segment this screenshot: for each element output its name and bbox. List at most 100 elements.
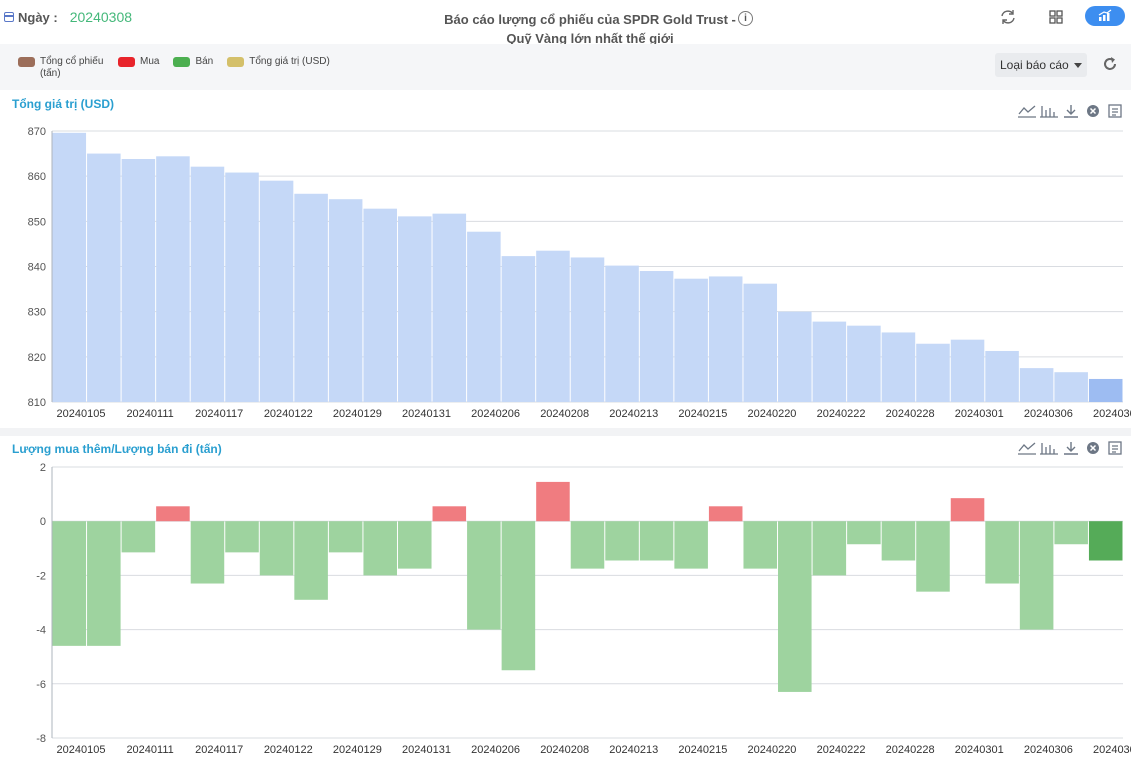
legend-label: Tổng cổ phiếu (tấn)	[40, 56, 104, 79]
legend-swatch	[118, 57, 135, 67]
chart-view-toggle[interactable]	[1085, 6, 1125, 26]
x-tick-label: 20240220	[747, 408, 796, 420]
bar	[328, 521, 363, 553]
bar-chart-icon[interactable]	[1038, 103, 1060, 119]
bar	[501, 256, 536, 402]
bar	[87, 521, 121, 646]
x-tick-label: 20240215	[678, 408, 727, 420]
bar	[605, 521, 639, 561]
legend-item-total-value[interactable]: Tổng giá trị (USD)	[227, 56, 330, 80]
date-picker[interactable]: Ngày : 20240308	[4, 9, 132, 25]
y-tick-label: 830	[28, 307, 46, 319]
bar	[708, 276, 743, 402]
chart-icon	[1098, 9, 1112, 21]
bar	[812, 521, 847, 576]
close-icon[interactable]	[1082, 103, 1104, 119]
bar	[536, 481, 570, 522]
bar	[259, 180, 294, 402]
y-tick-label: -2	[36, 570, 46, 582]
x-tick-label: 20240220	[747, 744, 796, 756]
chart-toolbox	[1016, 440, 1126, 456]
x-tick-label: 20240131	[402, 408, 451, 420]
legend-item-buy[interactable]: Mua	[118, 56, 159, 80]
x-tick-label: 20240222	[817, 408, 866, 420]
bar	[363, 208, 397, 402]
bar	[121, 521, 156, 553]
data-view-icon[interactable]	[1104, 440, 1126, 456]
bar	[1088, 521, 1123, 561]
line-chart-icon[interactable]	[1016, 440, 1038, 456]
chart-title: Tổng giá trị (USD)	[12, 97, 114, 111]
x-tick-label: 20240206	[471, 408, 520, 420]
download-icon[interactable]	[1060, 103, 1082, 119]
x-tick-label: 20240301	[955, 408, 1004, 420]
x-tick-label: 20240129	[333, 408, 382, 420]
bar	[363, 521, 397, 576]
line-chart-icon[interactable]	[1016, 103, 1038, 119]
y-tick-label: -4	[36, 625, 46, 637]
data-view-icon[interactable]	[1104, 103, 1126, 119]
reload-icon[interactable]	[1101, 55, 1119, 73]
date-label: Ngày :	[18, 9, 58, 25]
bar-chart-icon[interactable]	[1038, 440, 1060, 456]
bar	[985, 521, 1019, 584]
legend-swatch	[227, 57, 245, 67]
info-icon[interactable]: i	[738, 11, 753, 26]
legend-label: Mua	[140, 56, 160, 67]
legend-item-sell[interactable]: Bán	[173, 56, 213, 80]
bar	[467, 521, 501, 630]
bar	[950, 339, 985, 402]
grid-icon[interactable]	[1045, 7, 1067, 27]
legend-swatch	[173, 57, 191, 67]
x-tick-label: 20240206	[471, 744, 520, 756]
legend-label: Bán	[195, 56, 214, 67]
x-tick-label: 20240111	[126, 744, 173, 756]
x-tick-label: 20240308	[1093, 408, 1131, 420]
report-type-dropdown[interactable]: Loại báo cáo	[995, 53, 1087, 77]
y-tick-label: -6	[36, 679, 46, 691]
x-tick-label: 20240301	[955, 744, 1004, 756]
header: Ngày : 20240308 Báo cáo lượng cổ phiếu c…	[0, 0, 1131, 46]
x-tick-label: 20240306	[1024, 744, 1073, 756]
y-tick-label: 2	[40, 462, 46, 474]
refresh-icon[interactable]	[997, 7, 1019, 27]
chart-title: Lượng mua thêm/Lượng bán đi (tấn)	[12, 442, 222, 456]
y-tick-label: 850	[28, 216, 46, 228]
y-tick-label: 840	[28, 262, 46, 274]
x-tick-label: 20240208	[540, 744, 589, 756]
bar	[1019, 368, 1054, 402]
legend-swatch	[18, 57, 35, 67]
legend-toolbar: Tổng cổ phiếu (tấn) Mua Bán Tổng giá trị…	[0, 44, 1131, 90]
legend: Tổng cổ phiếu (tấn) Mua Bán Tổng giá trị…	[18, 56, 344, 80]
x-tick-label: 20240228	[886, 408, 935, 420]
bar	[743, 521, 778, 569]
bar	[639, 521, 674, 561]
bar	[743, 283, 778, 402]
bar	[708, 506, 743, 522]
bar	[432, 213, 467, 402]
x-tick-label: 20240122	[264, 744, 313, 756]
x-tick-label: 20240228	[886, 744, 935, 756]
x-tick-label: 20240215	[678, 744, 727, 756]
x-tick-label: 20240117	[195, 744, 243, 756]
x-tick-label: 20240208	[540, 408, 589, 420]
legend-item-total-shares[interactable]: Tổng cổ phiếu (tấn)	[18, 56, 104, 80]
bar	[881, 521, 916, 561]
date-value[interactable]: 20240308	[69, 9, 133, 25]
report-type-label: Loại báo cáo	[1000, 58, 1069, 72]
total-value-chart: 810 820 830 840 850 860 870 20240105 20240111 202…	[28, 126, 1131, 420]
x-tick-label: 20240105	[57, 408, 106, 420]
bar	[52, 521, 87, 646]
bar	[950, 498, 985, 522]
close-icon[interactable]	[1082, 440, 1104, 456]
page-title: Báo cáo lượng cổ phiếu của SPDR Gold Tru…	[440, 10, 740, 48]
bar	[674, 278, 708, 402]
download-icon[interactable]	[1060, 440, 1082, 456]
y-tick-label: 860	[28, 171, 46, 183]
bar	[916, 521, 950, 592]
title-line-2: Quỹ Vàng lớn nhất thế giới	[506, 31, 674, 46]
bar	[570, 521, 605, 569]
x-tick-label: 20240129	[333, 744, 382, 756]
panel-divider	[0, 428, 1131, 436]
y-tick-label: 0	[40, 516, 46, 528]
